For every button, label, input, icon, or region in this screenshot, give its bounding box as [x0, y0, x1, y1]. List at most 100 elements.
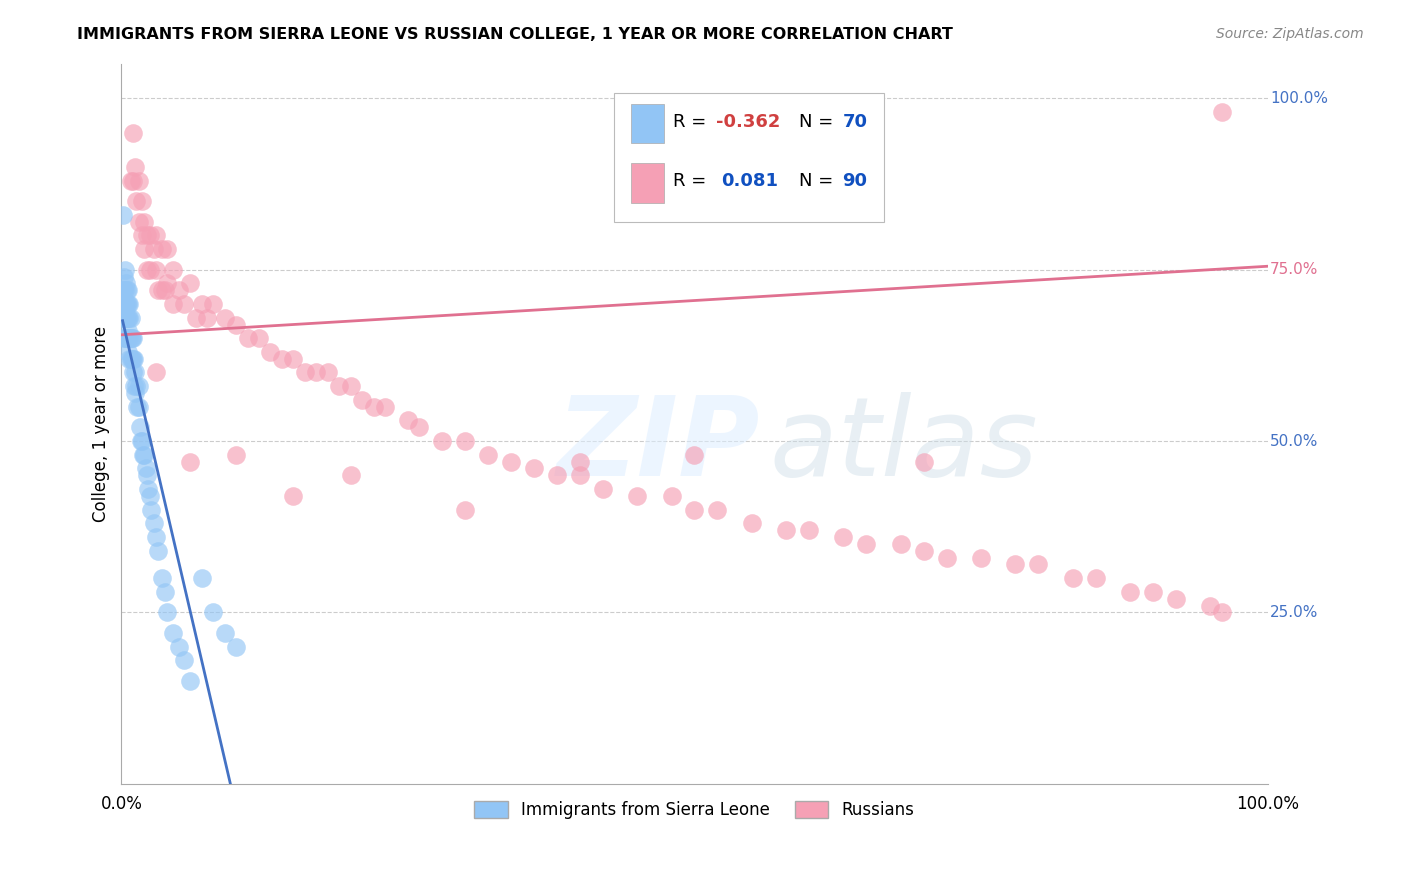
Point: [173, 653, 195, 667]
Point: [118, 310, 141, 325]
Point: [134, 461, 156, 475]
Point: [477, 448, 499, 462]
Point: [145, 530, 167, 544]
Point: [146, 283, 169, 297]
Point: [214, 626, 236, 640]
Point: [162, 262, 184, 277]
Point: [661, 489, 683, 503]
FancyBboxPatch shape: [631, 103, 664, 144]
Text: -0.362: -0.362: [716, 112, 780, 130]
Point: [131, 228, 153, 243]
Point: [283, 351, 305, 366]
Point: [124, 160, 146, 174]
Point: [775, 523, 797, 537]
FancyBboxPatch shape: [614, 93, 883, 222]
Point: [162, 297, 184, 311]
Text: 50.0%: 50.0%: [1270, 434, 1319, 449]
Point: [111, 283, 134, 297]
Point: [150, 571, 173, 585]
Point: [128, 173, 150, 187]
Point: [683, 502, 706, 516]
Point: [117, 324, 139, 338]
Point: [912, 454, 935, 468]
Point: [142, 242, 165, 256]
Point: [970, 550, 993, 565]
Point: [197, 310, 219, 325]
Point: [797, 523, 820, 537]
Point: [120, 173, 142, 187]
Point: [156, 242, 179, 256]
FancyBboxPatch shape: [631, 163, 664, 203]
Point: [454, 434, 477, 448]
Point: [122, 366, 145, 380]
Point: [1164, 591, 1187, 606]
Point: [120, 310, 142, 325]
Point: [131, 194, 153, 208]
Point: [146, 543, 169, 558]
Point: [156, 606, 179, 620]
Text: N =: N =: [799, 172, 839, 190]
Point: [115, 310, 138, 325]
Point: [117, 283, 139, 297]
Point: [890, 537, 912, 551]
Point: [225, 640, 247, 654]
Point: [363, 400, 385, 414]
Point: [112, 297, 135, 311]
Text: R =: R =: [672, 112, 711, 130]
Point: [162, 626, 184, 640]
Point: [202, 606, 225, 620]
Point: [202, 297, 225, 311]
Point: [236, 331, 259, 345]
Point: [454, 502, 477, 516]
Point: [214, 310, 236, 325]
Point: [128, 215, 150, 229]
Point: [115, 297, 138, 311]
Point: [139, 489, 162, 503]
Point: [112, 283, 135, 297]
Point: [118, 331, 141, 345]
Text: 0.081: 0.081: [721, 172, 778, 190]
Point: [128, 420, 150, 434]
Point: [408, 420, 430, 434]
Point: [225, 318, 247, 332]
Legend: Immigrants from Sierra Leone, Russians: Immigrants from Sierra Leone, Russians: [468, 794, 921, 826]
Point: [374, 400, 396, 414]
Point: [112, 310, 135, 325]
Point: [112, 331, 135, 345]
Point: [190, 571, 212, 585]
Point: [1062, 571, 1084, 585]
Point: [225, 448, 247, 462]
Point: [546, 468, 568, 483]
Point: [129, 434, 152, 448]
Point: [294, 366, 316, 380]
Point: [912, 543, 935, 558]
Point: [305, 366, 328, 380]
Point: [145, 228, 167, 243]
Point: [112, 269, 135, 284]
Point: [145, 262, 167, 277]
Point: [135, 228, 157, 243]
Point: [153, 584, 176, 599]
Text: 75.0%: 75.0%: [1270, 262, 1319, 277]
Point: [1084, 571, 1107, 585]
Point: [339, 468, 361, 483]
Point: [115, 297, 138, 311]
Text: 70: 70: [842, 112, 868, 130]
Point: [167, 640, 190, 654]
Point: [832, 530, 855, 544]
Point: [111, 310, 134, 325]
Point: [141, 502, 163, 516]
Point: [115, 310, 138, 325]
Point: [134, 215, 156, 229]
Point: [117, 310, 139, 325]
Point: [122, 173, 145, 187]
Point: [120, 351, 142, 366]
Point: [150, 242, 173, 256]
Point: [432, 434, 454, 448]
Text: 90: 90: [842, 172, 868, 190]
Point: [122, 379, 145, 393]
Text: N =: N =: [799, 112, 839, 130]
Point: [179, 277, 201, 291]
Point: [592, 482, 614, 496]
Point: [501, 454, 523, 468]
